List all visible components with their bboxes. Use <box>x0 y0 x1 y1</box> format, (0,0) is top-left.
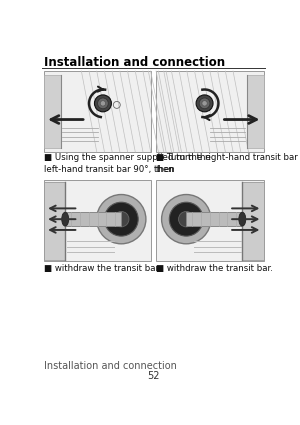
Text: Installation and connection: Installation and connection <box>44 57 225 69</box>
Text: ■ Turn the right-hand transit bar 90°,
then: ■ Turn the right-hand transit bar 90°, t… <box>156 153 300 174</box>
Bar <box>156 71 264 152</box>
Bar <box>44 182 65 260</box>
Circle shape <box>202 101 207 106</box>
Text: ■ Using the spanner supplied turn the
left-hand transit bar 90°, then: ■ Using the spanner supplied turn the le… <box>44 153 211 174</box>
Ellipse shape <box>239 212 246 226</box>
Bar <box>44 71 152 152</box>
Bar <box>186 212 242 226</box>
Circle shape <box>104 202 138 236</box>
Circle shape <box>178 212 194 227</box>
Circle shape <box>162 195 211 244</box>
Circle shape <box>114 212 129 227</box>
Bar <box>242 182 264 260</box>
Text: 52: 52 <box>148 371 160 380</box>
Circle shape <box>196 95 213 112</box>
Text: ■ withdraw the transit bar.: ■ withdraw the transit bar. <box>44 264 160 272</box>
Ellipse shape <box>62 212 69 226</box>
Circle shape <box>94 95 111 112</box>
Text: ■ withdraw the transit bar.: ■ withdraw the transit bar. <box>156 264 273 272</box>
Circle shape <box>98 98 108 109</box>
Bar <box>65 212 121 226</box>
Circle shape <box>100 101 106 106</box>
Bar <box>156 180 264 261</box>
Circle shape <box>169 202 203 236</box>
Text: Installation and connection: Installation and connection <box>44 361 176 371</box>
Bar <box>44 75 61 148</box>
Bar <box>247 75 264 148</box>
Circle shape <box>97 195 146 244</box>
Circle shape <box>199 98 210 109</box>
Bar <box>44 180 152 261</box>
